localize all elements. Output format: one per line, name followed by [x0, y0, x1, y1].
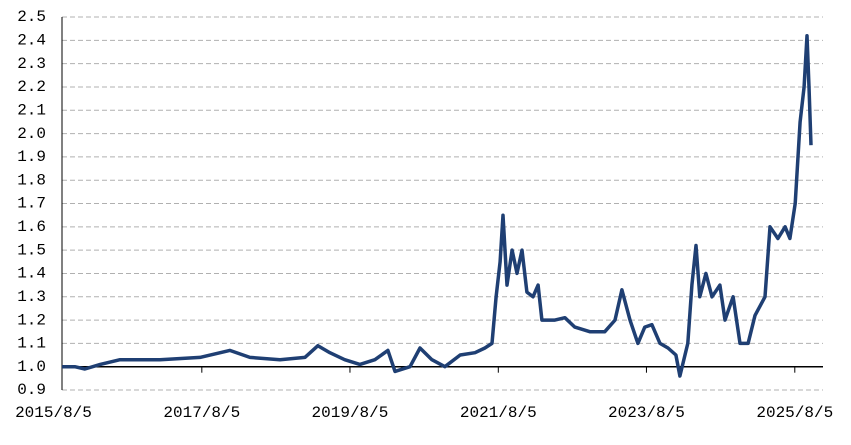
y-tick-label: 1.1 [17, 335, 46, 353]
x-tick-label: 2023/8/5 [608, 404, 685, 422]
data-line [62, 33, 813, 378]
x-tick-label: 2017/8/5 [163, 404, 240, 422]
y-tick-label: 1.4 [17, 265, 46, 283]
y-tick-label: 1.5 [17, 241, 46, 259]
y-tick-label: 2.4 [17, 32, 46, 50]
x-tick-label: 2021/8/5 [460, 404, 537, 422]
y-tick-label: 1.2 [17, 311, 46, 329]
x-tick-label: 2015/8/5 [15, 404, 92, 422]
y-tick-label: 2.2 [17, 78, 46, 96]
y-tick-label: 1.6 [17, 218, 46, 236]
y-tick-label: 1.3 [17, 288, 46, 306]
y-tick-label: 1.7 [17, 195, 46, 213]
y-tick-label: 1.0 [17, 358, 46, 376]
y-tick-label: 1.9 [17, 148, 46, 166]
y-tick-label: 0.9 [17, 381, 46, 399]
y-tick-label: 2.0 [17, 125, 46, 143]
x-tick-label: 2025/8/5 [756, 404, 833, 422]
y-tick-label: 1.8 [17, 171, 46, 189]
y-tick-label: 2.5 [17, 8, 46, 26]
y-tick-label: 2.1 [17, 101, 46, 119]
y-tick-label: 2.3 [17, 55, 46, 73]
x-tick-label: 2019/8/5 [312, 404, 389, 422]
